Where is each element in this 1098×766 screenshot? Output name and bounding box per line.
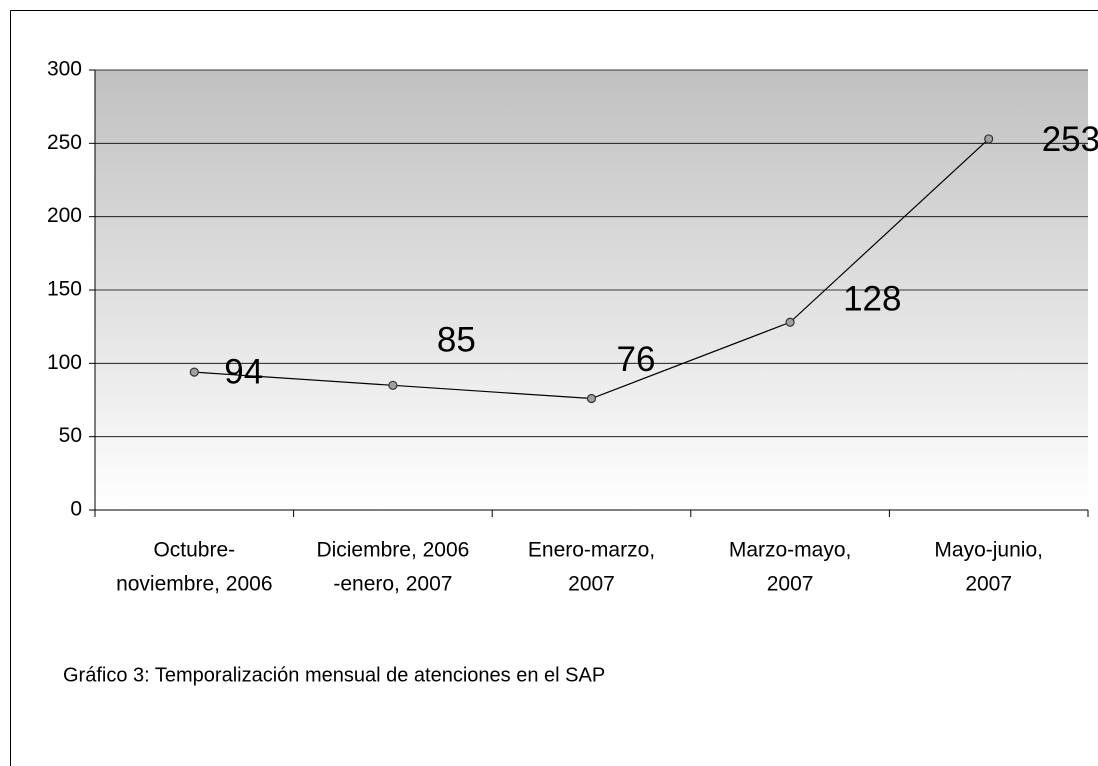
y-tick-label: 300 — [47, 58, 82, 81]
data-label: 85 — [437, 321, 476, 360]
x-tick-label: Enero-marzo, — [528, 539, 655, 562]
data-label: 94 — [224, 352, 263, 391]
marker — [586, 393, 597, 404]
x-tick-label: Mayo-junio, — [934, 539, 1043, 562]
marker — [388, 380, 398, 390]
data-label: 253 — [1042, 120, 1098, 159]
x-tick-label: 2007 — [965, 573, 1012, 596]
y-tick-label: 100 — [47, 351, 82, 374]
data-label: 128 — [843, 280, 901, 319]
y-tick-label: 0 — [70, 498, 82, 521]
x-tick-label: 2007 — [568, 573, 615, 596]
y-tick-label: 150 — [47, 278, 82, 301]
x-tick-label: noviembre, 2006 — [116, 573, 272, 596]
x-tick-label: Diciembre, 2006 — [316, 539, 469, 562]
x-tick-label: Marzo-mayo, — [729, 539, 852, 562]
marker — [984, 134, 994, 144]
caption: Gráfico 3: Temporalización mensual de at… — [63, 664, 605, 686]
x-tick-label: 2007 — [767, 573, 814, 596]
y-tick-label: 250 — [47, 131, 82, 154]
data-label: 76 — [617, 340, 656, 379]
x-tick-label: Octubre- — [153, 539, 235, 562]
marker — [189, 367, 199, 377]
y-tick-label: 200 — [47, 204, 82, 227]
y-tick-label: 50 — [59, 424, 82, 447]
x-tick-label: -enero, 2007 — [333, 573, 452, 596]
marker — [785, 317, 795, 327]
